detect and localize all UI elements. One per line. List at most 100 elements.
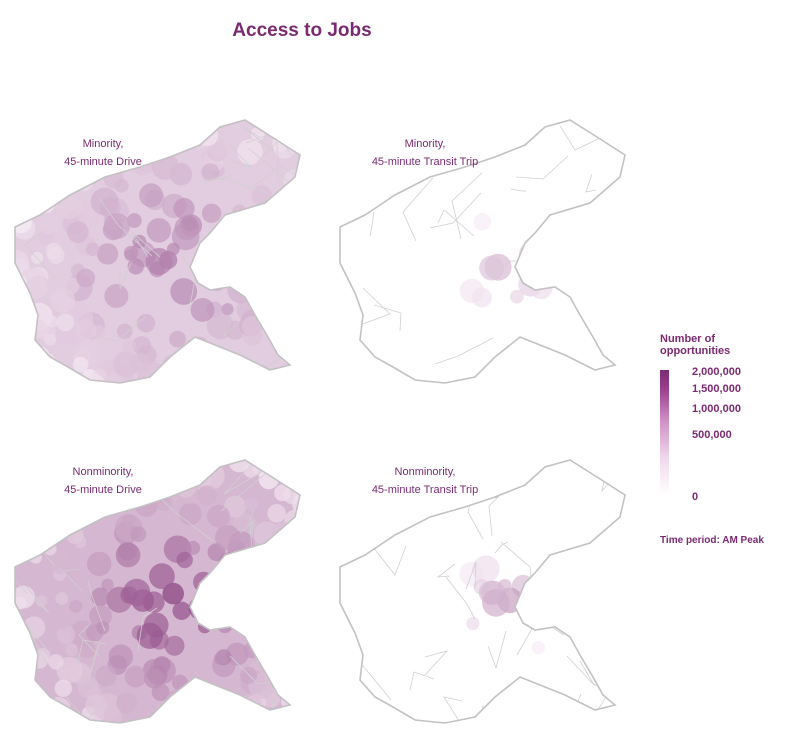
access-cell [286,194,300,215]
access-cell [287,559,300,588]
town-boundary [548,217,579,263]
access-cell [66,221,89,243]
access-cell [173,197,195,220]
access-cell [91,587,110,607]
access-cell [140,120,155,123]
access-cell [289,268,300,282]
access-cell [204,256,221,273]
access-cell [126,213,142,228]
access-cell [172,601,191,620]
town-boundary [245,553,283,618]
access-cell [77,676,100,699]
access-cell [268,300,295,327]
town-boundary [87,579,106,632]
town-boundary [228,144,252,168]
access-cell [297,137,300,156]
access-cell [108,644,133,669]
access-cell [89,604,112,628]
access-cell [55,592,68,605]
access-cell [104,284,129,308]
town-boundary [299,158,300,184]
access-cell [213,352,240,378]
access-cell [531,587,556,612]
access-cell [149,563,175,590]
access-cell [216,595,233,613]
legend-tick: 500,000 [692,429,732,441]
access-cell [35,210,60,235]
access-cell [289,350,300,364]
access-cell [182,216,198,232]
town-boundary [249,509,255,558]
town-boundary [256,141,279,182]
access-cell [85,694,107,716]
access-cell [249,223,265,240]
access-cell [197,485,218,506]
access-cell [518,241,545,268]
region-outline [339,119,626,384]
access-cell [127,258,144,275]
town-boundary [371,545,407,576]
access-cell [270,553,296,580]
access-cell [243,596,266,619]
town-boundary [491,353,519,379]
access-cell [142,380,158,383]
access-cell [265,581,280,595]
access-cell [137,360,165,383]
access-cell [276,587,300,612]
access-cell [145,248,173,275]
access-cell [169,330,187,348]
map-panel-minority-drive [10,115,310,390]
access-cell [47,246,65,264]
access-cell [243,572,262,591]
access-cell [165,120,185,129]
access-cell [522,586,551,615]
access-cell [28,355,54,381]
access-cell [224,495,247,518]
town-boundary [264,556,300,586]
access-cell [51,609,72,630]
access-cell [46,501,60,514]
legend-tick: 1,500,000 [692,383,741,395]
access-cell [50,288,75,313]
access-cell [243,592,271,621]
town-boundary [469,120,499,131]
access-cell [521,601,539,618]
town-boundary [369,211,375,237]
access-cell [276,721,289,723]
access-cell [185,123,204,142]
town-boundary [76,639,107,666]
access-cell [232,582,251,601]
legend-tick: 0 [692,491,699,503]
access-cell [201,703,226,723]
access-cell [290,672,300,688]
access-cell [211,581,227,597]
town-boundary [429,192,482,229]
access-cell [544,597,573,626]
access-cell [139,183,164,208]
town-boundary [445,576,476,620]
town-boundary [204,174,234,186]
town-boundary [24,229,58,281]
access-cell [85,242,100,257]
access-cell [277,203,293,219]
access-cell [242,228,269,255]
access-cell [115,120,139,136]
town-boundary [56,498,97,525]
town-boundary [15,557,28,594]
access-cell [55,193,82,220]
town-boundary [340,708,368,717]
access-cell [15,501,28,515]
access-cell [290,460,300,476]
access-cell [24,525,46,547]
region-outline [14,459,301,724]
access-cell [15,524,27,548]
access-cell [479,255,505,281]
access-cell [87,551,112,577]
access-cell [292,349,300,362]
legend-title: Number of opportunities [660,333,731,357]
access-cell [116,692,138,714]
access-cell [123,245,139,261]
access-cell [168,359,195,383]
access-cell [265,581,285,602]
access-cell [291,679,300,705]
